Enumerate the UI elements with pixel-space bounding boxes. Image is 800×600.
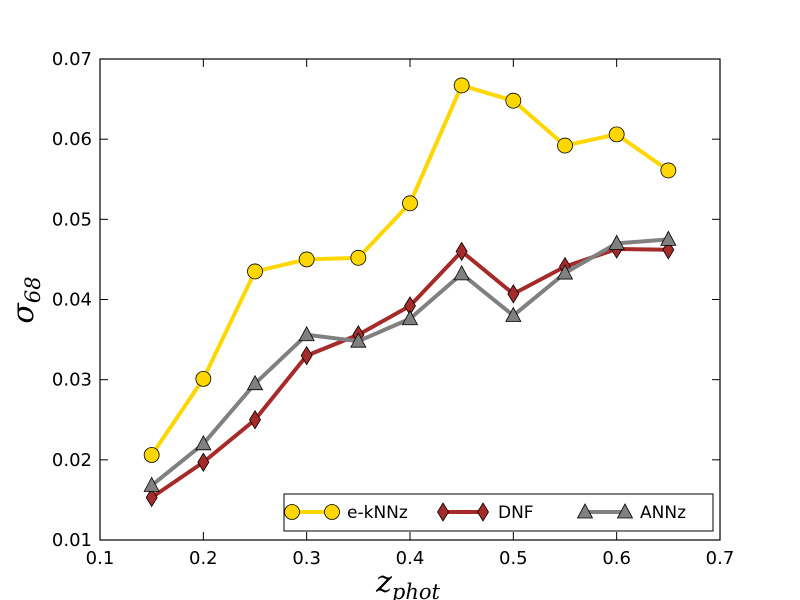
legend-marker-annz	[616, 503, 634, 519]
y-tick-label: 0.06	[52, 129, 92, 150]
data-point-e-knnz	[195, 370, 212, 387]
x-tick-label: 0.6	[602, 548, 631, 569]
data-point-e-knnz	[143, 447, 160, 463]
legend-label-annz: ANNz	[640, 503, 686, 523]
data-point-e-knnz	[660, 162, 677, 179]
legend-marker-e-knnz	[324, 504, 340, 520]
legend-label-dnf: DNF	[498, 503, 534, 523]
data-point-e-knnz	[453, 77, 470, 94]
data-point-e-knnz	[298, 251, 315, 268]
data-point-annz	[401, 309, 419, 326]
series-e-knnz	[143, 77, 677, 463]
series-line-dnf	[150, 246, 669, 500]
data-point-annz	[608, 234, 625, 250]
data-point-dnf	[300, 345, 313, 366]
data-point-annz	[350, 332, 367, 348]
legend-box	[283, 493, 714, 532]
data-point-annz	[660, 230, 677, 246]
series-layer	[143, 77, 677, 508]
data-point-e-knnz	[247, 263, 263, 280]
series-annz	[143, 230, 677, 492]
x-tick-label: 0.5	[499, 548, 528, 569]
data-point-dnf	[145, 487, 158, 508]
data-point-dnf	[507, 284, 520, 304]
x-tick-label: 0.2	[189, 548, 218, 569]
data-point-e-knnz	[608, 126, 625, 143]
legend: e-kNNz DNF ANNz	[283, 493, 714, 532]
y-tick-label: 0.03	[52, 370, 92, 391]
x-tick-label: 0.4	[396, 548, 425, 569]
x-axis-label: zphot	[375, 565, 440, 600]
legend-item-annz: ANNz	[576, 503, 686, 523]
legend-marker-dnf	[437, 502, 449, 522]
data-point-dnf	[249, 409, 261, 430]
y-tick-label: 0.07	[52, 49, 92, 70]
data-point-e-knnz	[350, 249, 367, 266]
data-point-annz	[143, 476, 160, 492]
legend-label-e-knnz: e-kNNz	[347, 503, 408, 523]
y-tick-label: 0.02	[52, 450, 92, 471]
data-point-e-knnz	[402, 195, 418, 212]
legend-marker-annz	[576, 503, 594, 519]
series-dnf	[145, 239, 675, 508]
legend-item-dnf: DNF	[437, 502, 534, 523]
y-tick-label: 0.04	[52, 290, 92, 311]
data-point-dnf	[455, 241, 468, 262]
series-line-annz	[150, 237, 669, 488]
x-tick-label: 0.1	[86, 548, 115, 569]
x-tick-label: 0.3	[292, 548, 321, 569]
y-tick-label: 0.05	[52, 209, 92, 230]
series-line-e-knnz	[150, 83, 670, 457]
data-point-annz	[505, 306, 522, 322]
data-point-annz	[195, 434, 212, 451]
data-point-annz	[556, 264, 574, 280]
data-point-e-knnz	[557, 137, 573, 154]
data-point-annz	[453, 264, 470, 281]
legend-item-e-knnz: e-kNNz	[284, 503, 408, 523]
data-point-dnf	[197, 452, 210, 473]
legend-marker-dnf	[477, 502, 489, 522]
data-point-annz	[298, 325, 315, 342]
data-point-e-knnz	[505, 92, 522, 109]
y-axis-label: σ68	[6, 276, 45, 323]
data-point-annz	[246, 374, 264, 391]
legend-marker-e-knnz	[284, 504, 300, 520]
ticks-layer: 0.1 0.2 0.3 0.4 0.5 0.6 0.7 0.01 0.02 0.03 0.04 0.0…	[52, 49, 734, 569]
x-tick-label: 0.7	[706, 548, 735, 569]
y-tick-label: 0.01	[52, 530, 92, 551]
